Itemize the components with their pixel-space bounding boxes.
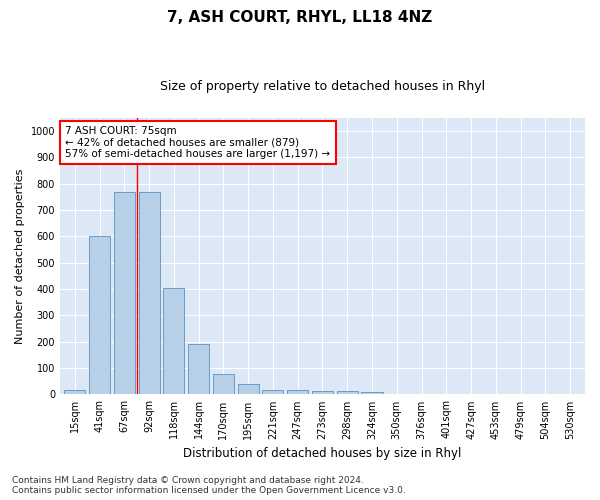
Bar (213, 374, 234, 394)
Bar (163, 288, 184, 395)
Title: Size of property relative to detached houses in Rhyl: Size of property relative to detached ho… (160, 80, 485, 93)
Text: 7, ASH COURT, RHYL, LL18 4NZ: 7, ASH COURT, RHYL, LL18 4NZ (167, 10, 433, 25)
Bar (312, 392, 333, 394)
Bar (188, 344, 209, 395)
Text: 7 ASH COURT: 75sqm
← 42% of detached houses are smaller (879)
57% of semi-detach: 7 ASH COURT: 75sqm ← 42% of detached hou… (65, 126, 330, 160)
Text: Contains HM Land Registry data © Crown copyright and database right 2024.
Contai: Contains HM Land Registry data © Crown c… (12, 476, 406, 495)
X-axis label: Distribution of detached houses by size in Rhyl: Distribution of detached houses by size … (183, 447, 461, 460)
Bar (114, 192, 135, 394)
Bar (89, 236, 110, 394)
Y-axis label: Number of detached properties: Number of detached properties (15, 168, 25, 344)
Bar (238, 384, 259, 394)
Bar (337, 391, 358, 394)
Bar (139, 192, 160, 394)
Bar (262, 390, 283, 394)
Bar (64, 390, 85, 394)
Bar (361, 392, 383, 394)
Bar (287, 390, 308, 394)
